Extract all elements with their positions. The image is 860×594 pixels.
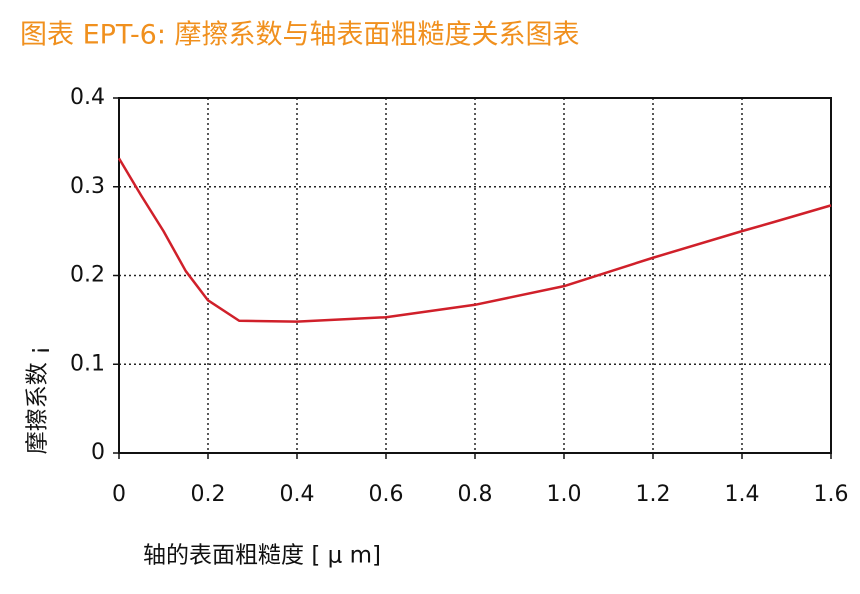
y-tick-label: 0.3 <box>70 174 105 199</box>
y-tick-label: 0.1 <box>70 351 105 376</box>
y-axis-label: 摩擦系数 ¡ <box>25 346 51 455</box>
y-tick-label: 0 <box>91 440 105 465</box>
x-tick-label: 0.8 <box>458 482 493 507</box>
x-axis-label: 轴的表面粗糙度 [ μ m] <box>143 543 381 569</box>
y-tick-label: 0.4 <box>70 85 105 110</box>
chart-title: 图表 EPT-6: 摩擦系数与轴表面粗糙度关系图表 <box>20 20 580 51</box>
plot-frame <box>118 97 832 454</box>
y-tick-label: 0.2 <box>70 263 105 288</box>
x-tick-label: 0.6 <box>369 482 404 507</box>
x-tick-label: 0 <box>112 482 126 507</box>
x-tick-label: 1.4 <box>725 482 760 507</box>
x-tick-label: 1.0 <box>547 482 582 507</box>
x-tick-label: 1.6 <box>814 482 849 507</box>
x-tick-label: 0.2 <box>191 482 226 507</box>
data-line <box>117 157 832 323</box>
x-tick-label: 1.2 <box>636 482 671 507</box>
x-tick-label: 0.4 <box>280 482 315 507</box>
